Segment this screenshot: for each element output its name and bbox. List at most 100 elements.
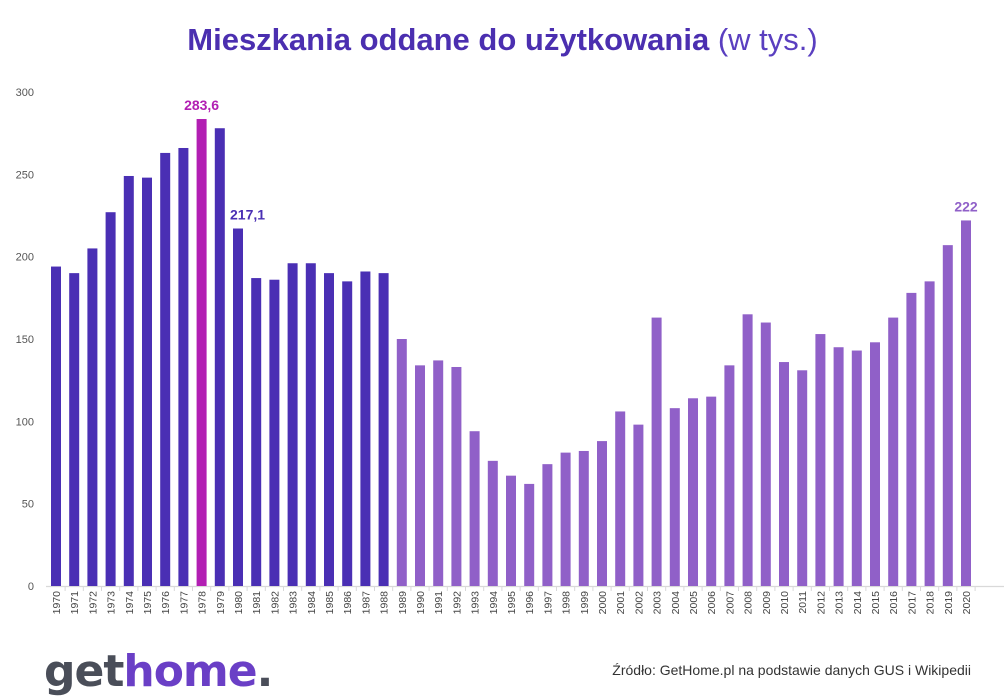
bar-2020: [961, 220, 971, 586]
bar-1976: [160, 152, 171, 586]
x-tick-label: 2014: [852, 591, 864, 615]
gethome-logo: gethome.: [44, 646, 274, 697]
x-tick-label: 1990: [415, 591, 427, 615]
bar-1989: [396, 339, 407, 586]
x-tick-label: 1999: [579, 591, 591, 615]
x-tick-label: 1981: [251, 591, 263, 615]
logo-text-dot: .: [256, 646, 274, 697]
y-tick-label: 200: [16, 252, 34, 264]
logo-text-home: home: [123, 646, 257, 697]
bar-2010: [779, 362, 789, 586]
x-tick-label: 1982: [269, 591, 281, 615]
bar-1985: [324, 273, 334, 586]
source-note: Źródło: GetHome.pl na podstawie danych G…: [612, 662, 971, 678]
x-tick-label: 1985: [324, 591, 336, 615]
bar-1998: [560, 452, 571, 586]
bar-1990: [415, 365, 425, 586]
x-tick-label: 2013: [834, 591, 846, 615]
x-tick-label: 2006: [706, 591, 718, 615]
x-tick-label: 1975: [142, 591, 154, 615]
bar-1972: [87, 248, 98, 586]
bar-2005: [688, 398, 698, 586]
bar-1988: [378, 273, 389, 586]
bar-1979: [214, 128, 225, 587]
x-tick-label: 1979: [215, 591, 227, 615]
x-tick-label: 2016: [888, 591, 900, 615]
bar-2011: [797, 370, 808, 586]
x-tick-label: 1997: [542, 591, 554, 615]
bar-2007: [724, 365, 735, 586]
x-tick-label: 1989: [397, 591, 409, 615]
bar-2000: [597, 441, 607, 586]
bar-2019: [942, 245, 953, 586]
bar-2008: [742, 314, 753, 586]
x-tick-label: 2020: [961, 591, 973, 615]
bar-1984: [305, 263, 316, 586]
x-tick-label: 1995: [506, 591, 518, 615]
x-tick-label: 1992: [451, 591, 463, 615]
x-tick-label: 1974: [124, 591, 136, 615]
data-label-1980: 217,1: [230, 207, 265, 223]
bar-1978: [196, 119, 207, 586]
x-tick-label: 1976: [160, 591, 172, 615]
bar-2009: [760, 322, 771, 586]
bar-1971: [69, 273, 80, 586]
x-tick-label: 1973: [106, 591, 118, 615]
bar-2018: [924, 281, 935, 586]
x-tick-label: 2019: [943, 591, 955, 615]
x-tick-label: 1988: [379, 591, 391, 615]
bar-1995: [506, 475, 516, 586]
bar-1982: [269, 279, 280, 586]
bar-1981: [251, 278, 262, 586]
x-tick-label: 2017: [906, 591, 918, 615]
bar-2012: [815, 334, 826, 586]
bar-1973: [105, 212, 116, 586]
x-tick-label: 1977: [178, 591, 190, 615]
x-tick-label: 2000: [597, 591, 609, 615]
bar-1993: [469, 431, 480, 586]
bar-2013: [833, 347, 844, 586]
x-tick-label: 1991: [433, 591, 445, 615]
bar-1991: [433, 360, 444, 586]
data-label-2020: 222: [954, 198, 978, 214]
bar-1980: [233, 228, 243, 586]
bar-1992: [451, 366, 462, 586]
bar-1983: [287, 263, 298, 586]
x-tick-label: 2012: [815, 591, 827, 615]
bar-1997: [542, 464, 553, 586]
x-tick-label: 2009: [761, 591, 773, 615]
y-tick-label: 50: [22, 499, 34, 511]
bar-2014: [851, 350, 862, 586]
bar-chart: 0 50 100 150 200 250 300 1970 1971 1972 1973 1974 19…: [16, 87, 1004, 615]
x-tick-label: 2008: [743, 591, 755, 615]
bar-1986: [342, 281, 353, 586]
x-tick-label: 1996: [524, 591, 536, 615]
x-tick-label: 2004: [670, 591, 682, 615]
x-tick-label: 2018: [925, 591, 937, 615]
bar-1970: [51, 266, 61, 586]
x-tick-label: 2002: [633, 591, 645, 615]
x-tick-label: 1993: [470, 591, 482, 615]
x-tick-label: 2003: [652, 591, 664, 615]
x-tick-label: 1978: [197, 591, 209, 615]
x-tick-label: 1986: [342, 591, 354, 615]
x-tick-label: 1970: [51, 591, 63, 615]
y-tick-label: 100: [16, 416, 34, 428]
x-tick-label: 2015: [870, 591, 882, 615]
bar-2015: [870, 342, 880, 586]
x-tick-label: 1983: [288, 591, 300, 615]
x-tick-label: 1971: [69, 591, 81, 615]
data-label-1978: 283,6: [184, 97, 219, 113]
chart-title-unit: (w tys.): [717, 22, 818, 57]
x-tick-label: 1980: [233, 591, 245, 615]
bar-1974: [123, 175, 134, 587]
x-tick-label: 2011: [797, 591, 809, 614]
bar-2002: [633, 424, 644, 586]
y-tick-label: 150: [16, 334, 34, 346]
bar-1994: [487, 460, 498, 586]
x-tick-label: 1972: [87, 591, 99, 615]
bar-1987: [360, 271, 371, 586]
logo-text-get: get: [44, 646, 124, 697]
bar-1996: [524, 483, 535, 586]
chart-title: Mieszkania oddane do użytkowania (w tys.…: [0, 20, 1005, 60]
